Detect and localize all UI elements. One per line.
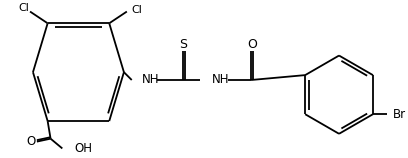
Text: Cl: Cl [131, 5, 142, 15]
Text: Br: Br [392, 108, 406, 121]
Text: S: S [180, 38, 188, 51]
Text: O: O [27, 135, 35, 148]
Text: Cl: Cl [19, 3, 30, 13]
Text: NH: NH [142, 73, 159, 86]
Text: NH: NH [212, 73, 229, 86]
Text: OH: OH [74, 142, 92, 155]
Text: O: O [247, 38, 257, 51]
